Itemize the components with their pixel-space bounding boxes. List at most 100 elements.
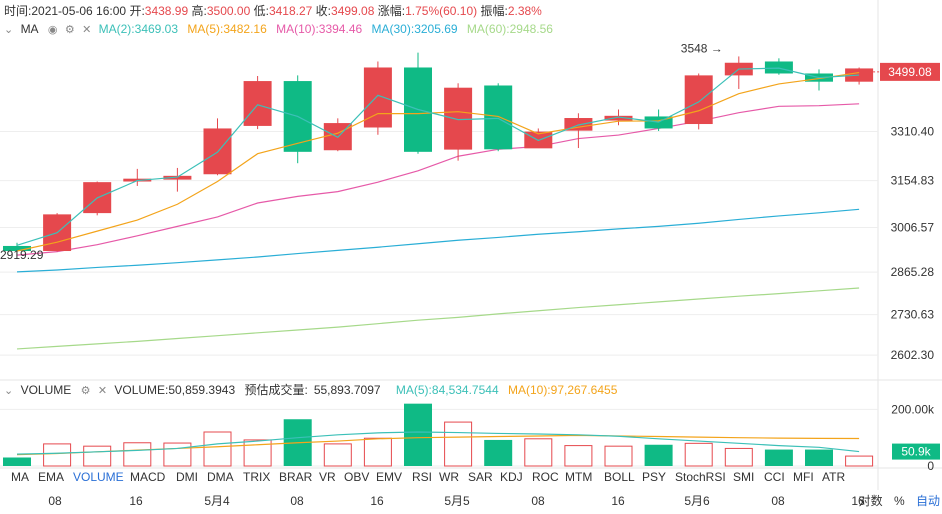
volume-bar[interactable]: [163, 442, 192, 467]
time-value: 2021-05-06 16:00: [31, 4, 127, 18]
high-label: 高:: [191, 4, 207, 18]
ma30-legend-value: MA(30):3205.69: [371, 22, 458, 36]
high-value: 3500.00: [206, 4, 251, 18]
volume-bar[interactable]: [444, 421, 473, 467]
tab-trix[interactable]: TRIX: [243, 470, 271, 484]
time-axis-label: 16: [129, 494, 143, 508]
price-tick-label: 2865.28: [891, 265, 935, 279]
ma5-legend-value: MA(5):3482.16: [187, 22, 267, 36]
low-price-marker: 2919.29: [0, 248, 44, 262]
candle-body[interactable]: [764, 61, 793, 74]
log-scale-toggle[interactable]: 对数: [858, 494, 883, 508]
volume-bar[interactable]: [644, 444, 673, 466]
tab-rsi[interactable]: RSI: [412, 470, 433, 484]
volume-bar[interactable]: [684, 442, 713, 467]
candle-body[interactable]: [484, 85, 513, 150]
tab-macd[interactable]: MACD: [130, 470, 166, 484]
time-axis-label: 5月4: [204, 494, 230, 508]
ma2-legend-value: MA(2):3469.03: [98, 22, 179, 36]
volume-bar[interactable]: [604, 445, 633, 467]
auto-scale-toggle[interactable]: 自动: [915, 494, 940, 508]
tab-ma[interactable]: MA: [11, 470, 29, 484]
volume-bar[interactable]: [363, 437, 392, 467]
tab-sar[interactable]: SAR: [468, 470, 493, 484]
candle-body[interactable]: [444, 87, 473, 150]
collapse-arrow-icon[interactable]: ⌄: [4, 385, 14, 397]
tab-stochrsi[interactable]: StochRSI: [675, 470, 726, 484]
eye-icon[interactable]: ◉: [47, 24, 58, 36]
ma5-line: [16, 71, 860, 252]
volume-bar[interactable]: [323, 443, 352, 467]
time-axis-label: 16: [611, 494, 625, 508]
ma30-line: [16, 208, 860, 273]
volume-legend-name: VOLUME: [20, 383, 72, 397]
price-tick-label: 3006.57: [891, 220, 935, 234]
tab-psy[interactable]: PSY: [642, 470, 667, 484]
ma-legend: ⌄ MA ◉ ⚙ ✕ MA(2):3469.03 MA(5):3482.16 M…: [4, 21, 559, 37]
ma60-legend-value: MA(60):2948.56: [466, 22, 553, 36]
collapse-arrow-icon[interactable]: ⌄: [4, 24, 14, 36]
candle-body[interactable]: [684, 75, 713, 125]
time-axis-label: 5月5: [444, 494, 470, 508]
tab-smi[interactable]: SMI: [733, 470, 755, 484]
volume-bar[interactable]: [845, 455, 874, 467]
close-value: 3499.08: [331, 4, 375, 18]
tab-wr[interactable]: WR: [439, 470, 459, 484]
volume-bar[interactable]: [524, 438, 553, 467]
volume-bar[interactable]: [564, 445, 593, 467]
tab-emv[interactable]: EMV: [376, 470, 403, 484]
candle-body[interactable]: [604, 115, 633, 121]
price-tick-label: 2602.30: [891, 348, 935, 362]
tab-brar[interactable]: BRAR: [279, 470, 313, 484]
close-icon[interactable]: ✕: [82, 24, 92, 36]
price-tick-label: 3310.40: [891, 124, 935, 138]
high-price-marker: 3548 →: [681, 41, 723, 55]
volume-bar[interactable]: [764, 449, 793, 466]
tab-mtm[interactable]: MTM: [565, 470, 593, 484]
candle-body[interactable]: [243, 81, 272, 126]
volume-bar[interactable]: [724, 447, 753, 467]
volume-bar[interactable]: [805, 449, 833, 466]
ma10-legend-value: MA(10):3394.46: [276, 22, 363, 36]
time-axis-label: 08: [48, 494, 62, 508]
percent-scale-toggle[interactable]: %: [893, 494, 905, 508]
tab-obv[interactable]: OBV: [344, 470, 370, 484]
change-value: 1.75%(60.10): [405, 4, 478, 18]
tab-roc[interactable]: ROC: [532, 470, 559, 484]
ohlc-info-bar: 时间:2021-05-06 16:00 开:3438.99 高:3500.00 …: [4, 3, 542, 19]
estimated-volume-label: 预估成交量:: [244, 383, 308, 397]
time-axis-label: 08: [771, 494, 785, 508]
ma60-line: [16, 287, 860, 350]
close-icon[interactable]: ✕: [97, 385, 108, 397]
tab-atr[interactable]: ATR: [822, 470, 846, 484]
volume-bar[interactable]: [123, 442, 152, 467]
volume-legend-value: VOLUME:50,859.3943: [114, 383, 236, 397]
settings-icon[interactable]: ⚙: [64, 24, 75, 36]
volume-bar[interactable]: [484, 439, 513, 466]
tab-vr[interactable]: VR: [319, 470, 336, 484]
axis-mode-controls: 对数 % 自动: [851, 492, 940, 509]
ma2-line: [16, 67, 860, 246]
tab-volume[interactable]: VOLUME: [73, 470, 124, 484]
volume-bar[interactable]: [3, 457, 31, 467]
tab-mfi[interactable]: MFI: [793, 470, 814, 484]
candle-body[interactable]: [3, 245, 31, 252]
settings-icon[interactable]: ⚙: [80, 385, 91, 397]
tab-dma[interactable]: DMA: [207, 470, 234, 484]
last-price-badge: [880, 62, 940, 81]
volume-bar[interactable]: [43, 443, 72, 467]
tab-ema[interactable]: EMA: [38, 470, 65, 484]
volume-bar[interactable]: [203, 431, 232, 467]
volume-bar[interactable]: [404, 403, 432, 466]
time-axis-label: 16: [370, 494, 384, 508]
tab-dmi[interactable]: DMI: [176, 470, 198, 484]
time-axis-label: 16: [851, 494, 865, 508]
ma10-line: [16, 103, 860, 256]
volume-bar[interactable]: [83, 445, 112, 467]
tab-cci[interactable]: CCI: [764, 470, 785, 484]
candle-body[interactable]: [163, 175, 192, 180]
tab-kdj[interactable]: KDJ: [500, 470, 523, 484]
tab-boll[interactable]: BOLL: [604, 470, 635, 484]
change-label: 涨幅:: [377, 4, 406, 18]
